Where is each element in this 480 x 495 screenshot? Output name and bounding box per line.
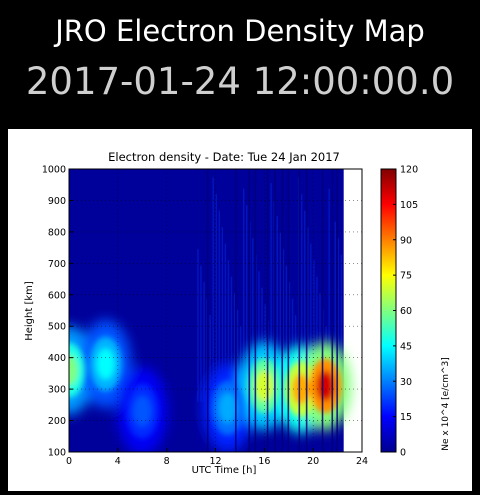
data-gap-streak (274, 169, 276, 452)
x-tick-label: 8 (164, 456, 170, 467)
chart-title: Electron density - Date: Tue 24 Jan 2017 (108, 150, 340, 164)
colorbar-ticks: 0 15 30 45 60 75 90 105 120 (393, 165, 418, 459)
data-gap-streaks (206, 169, 338, 452)
x-tick-label: 12 (209, 456, 221, 467)
y-tick-label: 100 (48, 448, 66, 459)
density-peak (69, 354, 78, 386)
data-gap-streak (287, 169, 290, 452)
x-tick-label: 24 (356, 456, 368, 467)
y-axis-label: Height [km] (24, 281, 35, 341)
y-tick-label: 400 (48, 353, 66, 364)
data-gap-streak (321, 169, 324, 452)
density-blobs (69, 319, 351, 452)
electron-density-chart: Electron density - Date: Tue 24 Jan 2017… (24, 150, 451, 476)
density-peak (133, 395, 152, 427)
x-tick-label: 0 (66, 456, 72, 467)
y-tick-label: 200 (48, 416, 66, 427)
x-tick-label: 4 (115, 456, 121, 467)
timestamp: 2017-01-24 12:00:00.0 (25, 60, 455, 103)
app-header: JRO Electron Density Map 2017-01-24 12:0… (0, 0, 480, 128)
heatmap-layer (69, 169, 351, 452)
data-gap-streak (298, 169, 301, 452)
data-gap-streak (331, 169, 334, 452)
colorbar-tick-label: 90 (400, 235, 412, 246)
data-gap-streak (206, 169, 209, 452)
data-gap-streak (305, 169, 308, 452)
y-tick-label: 800 (48, 227, 66, 238)
density-cores (69, 336, 342, 439)
y-tick-label: 1000 (42, 165, 66, 176)
density-peak (292, 373, 310, 405)
y-tick-label: 700 (48, 259, 66, 270)
colorbar-label: Ne x 10^4 [e/cm^3] (441, 357, 451, 450)
y-tick-label: 300 (48, 385, 66, 396)
colorbar-tick-label: 105 (400, 200, 418, 211)
grid-layer (69, 169, 362, 452)
colorbar-tick-label: 15 (400, 412, 412, 423)
colorbar-tick-label: 30 (400, 377, 412, 388)
x-tick-label: 20 (307, 456, 319, 467)
data-gap-streak (281, 169, 284, 452)
density-peak (218, 392, 237, 424)
data-gap-streak (336, 169, 338, 452)
app-title: JRO Electron Density Map (55, 14, 425, 48)
colorbar-tick-label: 120 (400, 165, 418, 176)
y-tick-label: 600 (48, 290, 66, 301)
data-gap-streak (254, 169, 257, 452)
data-gap-streak (248, 169, 251, 452)
y-tick-label: 500 (48, 322, 66, 333)
x-axis: 0 4 8 12 16 20 24 (66, 448, 368, 467)
colorbar-tick-label: 45 (400, 341, 412, 352)
density-peak (316, 370, 335, 402)
colorbar-tick-label: 60 (400, 306, 412, 317)
density-map-card: Electron density - Date: Tue 24 Jan 2017… (8, 129, 472, 491)
data-gap-streak (266, 169, 269, 452)
colorbar-tick-label: 0 (400, 448, 406, 459)
colorbar-tick-label: 75 (400, 271, 412, 282)
x-axis-label: UTC Time [h] (192, 465, 257, 476)
density-peak (96, 348, 115, 380)
data-gap-streak (235, 169, 237, 452)
y-axis: 100 200 300 400 500 600 700 800 900 1000 (42, 165, 73, 459)
y-tick-label: 900 (48, 196, 66, 207)
x-tick-label: 16 (258, 456, 270, 467)
